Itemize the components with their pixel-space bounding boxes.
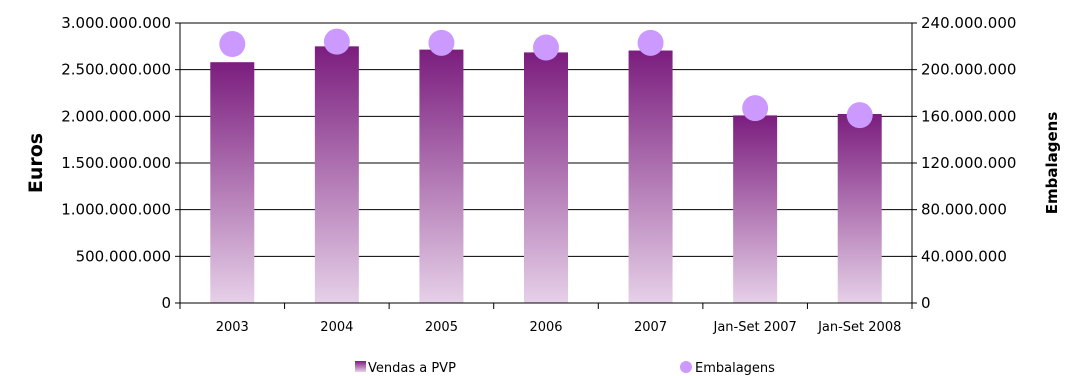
left-axis-tick-label: 1.500.000.000 (61, 154, 171, 172)
legend-label-embalagens: Embalagens (695, 361, 775, 376)
bar (210, 62, 255, 304)
right-axis-title: Embalagens (1043, 112, 1061, 215)
left-axis-title: Euros (25, 133, 47, 193)
bar (314, 46, 359, 303)
right-axis-tick-label: 80.000.000 (921, 201, 1007, 219)
scatter-point (846, 102, 873, 129)
bar-series-vendas (210, 46, 882, 304)
scatter-point (637, 29, 664, 56)
left-axis-tick-label: 500.000.000 (76, 247, 171, 265)
category-label: 2005 (425, 320, 458, 335)
scatter-point (533, 34, 559, 61)
category-label: 2006 (529, 320, 562, 335)
category-label: 2007 (634, 320, 667, 335)
bar (733, 115, 778, 304)
right-axis-tick-label: 0 (921, 294, 931, 312)
legend-swatch-vendas (355, 361, 366, 372)
right-axis-tick-label: 160.000.000 (921, 107, 1016, 125)
axes (175, 22, 917, 309)
left-axis-tick-label: 2.000.000.000 (61, 107, 171, 125)
left-axis-tick-label: 2.500.000.000 (61, 61, 171, 79)
left-axis-tick-label: 1.000.000.000 (61, 201, 171, 219)
scatter-point (428, 29, 455, 56)
right-axis-tick-labels: 0 40.000.000 80.000.000 120.000.000 160.000.… (921, 14, 1016, 312)
right-axis-tick-label: 200.000.000 (921, 61, 1016, 79)
scatter-point (219, 31, 246, 57)
legend: Vendas a PVP Embalagens (355, 361, 775, 376)
legend-label-vendas: Vendas a PVP (368, 361, 456, 376)
bar (837, 114, 882, 303)
scatter-point (323, 28, 350, 55)
scatter-point (742, 95, 769, 122)
bar (524, 52, 568, 304)
category-label: 2004 (320, 320, 353, 335)
category-labels: 2003 2004 2005 2006 2007 Jan-Set 2007 Jan-Set … (216, 320, 902, 335)
left-axis-tick-label: 0 (161, 294, 171, 312)
left-axis-tick-label: 3.000.000.000 (61, 14, 171, 32)
category-label: 2003 (216, 320, 249, 335)
right-axis-tick-label: 120.000.000 (921, 154, 1016, 172)
left-axis-tick-labels: 0 500.000.000 1.000.000.000 1.500.000.000 2.… (61, 14, 171, 312)
right-axis-tick-label: 40.000.000 (921, 247, 1007, 265)
scatter-series-embalagens (219, 28, 873, 129)
category-label: Jan-Set 2007 (712, 320, 796, 335)
legend-swatch-embalagens (680, 361, 692, 373)
bar (419, 49, 464, 303)
category-label: Jan-Set 2008 (817, 320, 901, 335)
right-axis-tick-label: 240.000.000 (921, 14, 1016, 32)
bar (628, 50, 673, 304)
